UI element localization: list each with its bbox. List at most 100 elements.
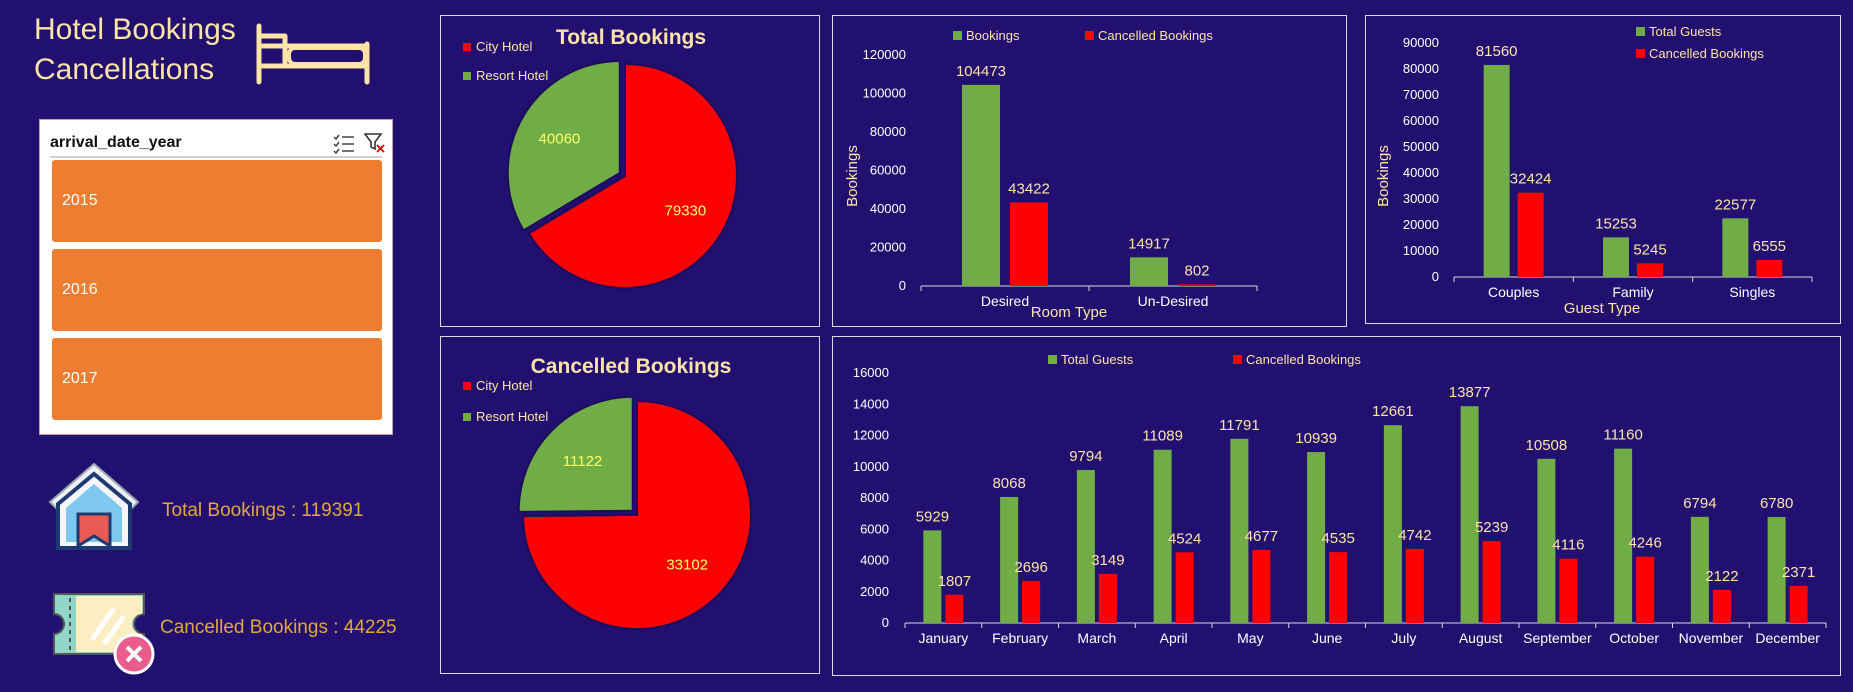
y-tick-label: 4000: [860, 553, 889, 568]
monthly-chart: 0 2000 4000 6000 8000 10000 12000 14000 16000 Jan…: [832, 336, 1841, 676]
y-tick-label: 0: [882, 615, 889, 630]
y-tick-label: 90000: [1403, 35, 1439, 50]
total-bookings-kpi: Total Bookings : 119391: [162, 500, 364, 521]
bar: [1098, 573, 1117, 623]
x-tick-label: July: [1391, 630, 1416, 646]
pie-label: 79330: [665, 202, 707, 219]
pie-label: 33102: [666, 557, 708, 574]
guest-type-bars: 0 10000 20000 30000 40000 50000 60000 70000 8000…: [1375, 24, 1813, 317]
bar: [1559, 558, 1578, 623]
x-tick-label: December: [1755, 630, 1820, 646]
data-label: 43422: [1008, 180, 1050, 197]
monthly-bars: 0 2000 4000 6000 8000 10000 12000 14000 16000 Jan…: [853, 352, 1827, 646]
bar: [1022, 580, 1041, 623]
dashboard-title-line2: Cancellations: [34, 53, 215, 86]
y-axis-title: Bookings: [844, 145, 861, 207]
bar: [1636, 556, 1655, 623]
year-slicer: arrival_date_year 2015 2016 2017: [39, 119, 393, 435]
legend-label: Cancelled Bookings: [1649, 46, 1764, 61]
y-tick-label: 40000: [870, 201, 906, 216]
dashboard-title: Hotel Bookings Cancellations: [34, 10, 254, 90]
x-tick-label: September: [1523, 630, 1592, 646]
bar: [1405, 548, 1424, 623]
y-tick-label: 120000: [863, 47, 906, 62]
slicer-item-2017[interactable]: 2017: [52, 338, 382, 420]
bar: [1175, 552, 1194, 623]
pie-slice: [521, 399, 752, 630]
data-label: 14917: [1128, 235, 1170, 252]
data-label: 6555: [1753, 238, 1786, 255]
bar: [1178, 284, 1216, 286]
x-tick-label: November: [1679, 630, 1744, 646]
bar: [1483, 64, 1510, 277]
bar: [945, 594, 964, 623]
multi-select-icon[interactable]: [332, 132, 356, 154]
data-label: 2371: [1782, 564, 1815, 581]
cancelled-bookings-chart: Cancelled Bookings City Hotel Resort Hotel…: [440, 336, 820, 674]
y-axis-title: Bookings: [1375, 145, 1392, 207]
bar: [1756, 259, 1783, 277]
room-type-bars: 0 20000 40000 60000 80000 100000 120000 Desired…: [844, 28, 1258, 321]
y-tick-label: 2000: [860, 584, 889, 599]
bar: [1537, 458, 1556, 623]
data-label: 13877: [1449, 384, 1491, 401]
legend-swatch: [1048, 355, 1057, 364]
data-label: 11089: [1142, 428, 1183, 445]
data-label: 1807: [938, 573, 971, 590]
bar: [1767, 517, 1786, 623]
slicer-item-2015[interactable]: 2015: [52, 160, 382, 242]
legend-swatch: [463, 382, 471, 390]
slicer-item-label: 2017: [62, 370, 98, 387]
slicer-item-2016[interactable]: 2016: [52, 249, 382, 331]
data-label: 802: [1184, 262, 1209, 279]
y-tick-label: 14000: [853, 396, 889, 411]
x-tick-label: March: [1077, 630, 1116, 646]
legend-label: Resort Hotel: [476, 409, 548, 424]
data-label: 4535: [1321, 530, 1354, 547]
y-tick-label: 12000: [853, 428, 889, 443]
bar: [1307, 452, 1326, 623]
legend-label: Bookings: [966, 28, 1020, 43]
legend-label: Cancelled Bookings: [1246, 352, 1361, 367]
x-tick-label: Couples: [1488, 284, 1539, 300]
y-tick-label: 0: [1432, 269, 1439, 284]
data-label: 22577: [1714, 196, 1756, 213]
bar: [962, 84, 1000, 287]
bar: [1614, 448, 1633, 623]
chart-title: Total Bookings: [556, 26, 706, 49]
data-label: 8068: [992, 475, 1025, 492]
x-tick-label: Desired: [981, 293, 1029, 309]
legend-label: City Hotel: [476, 378, 532, 393]
x-tick-label: May: [1237, 630, 1263, 646]
data-label: 4116: [1552, 537, 1584, 554]
y-tick-label: 8000: [860, 490, 889, 505]
clear-filter-icon[interactable]: [364, 132, 386, 154]
pie-label: 11122: [563, 453, 603, 470]
bar: [1460, 406, 1479, 623]
data-label: 4524: [1168, 530, 1201, 547]
data-label: 15253: [1595, 215, 1637, 232]
bar: [1690, 516, 1709, 623]
house-icon: [48, 462, 140, 550]
y-tick-label: 20000: [1403, 217, 1439, 232]
x-tick-label: January: [918, 630, 968, 646]
x-tick-label: August: [1459, 630, 1503, 646]
y-tick-label: 60000: [870, 163, 906, 178]
data-label: 4677: [1245, 528, 1278, 545]
y-tick-label: 80000: [870, 124, 906, 139]
bar: [1603, 237, 1629, 277]
bar: [1000, 496, 1019, 623]
legend-swatch: [1233, 355, 1242, 364]
data-label: 6794: [1683, 495, 1716, 512]
bar: [1076, 469, 1095, 623]
x-axis-title: Room Type: [1031, 304, 1107, 321]
y-tick-label: 10000: [853, 459, 889, 474]
legend-label: Total Guests: [1649, 24, 1722, 39]
slicer-title: arrival_date_year: [50, 134, 182, 151]
data-label: 9794: [1069, 448, 1102, 465]
y-tick-label: 30000: [1403, 191, 1439, 206]
data-label: 4246: [1628, 535, 1661, 552]
cancelled-bookings-kpi: Cancelled Bookings : 44225: [160, 617, 397, 638]
legend-swatch: [463, 413, 471, 421]
x-tick-label: Family: [1612, 284, 1653, 300]
